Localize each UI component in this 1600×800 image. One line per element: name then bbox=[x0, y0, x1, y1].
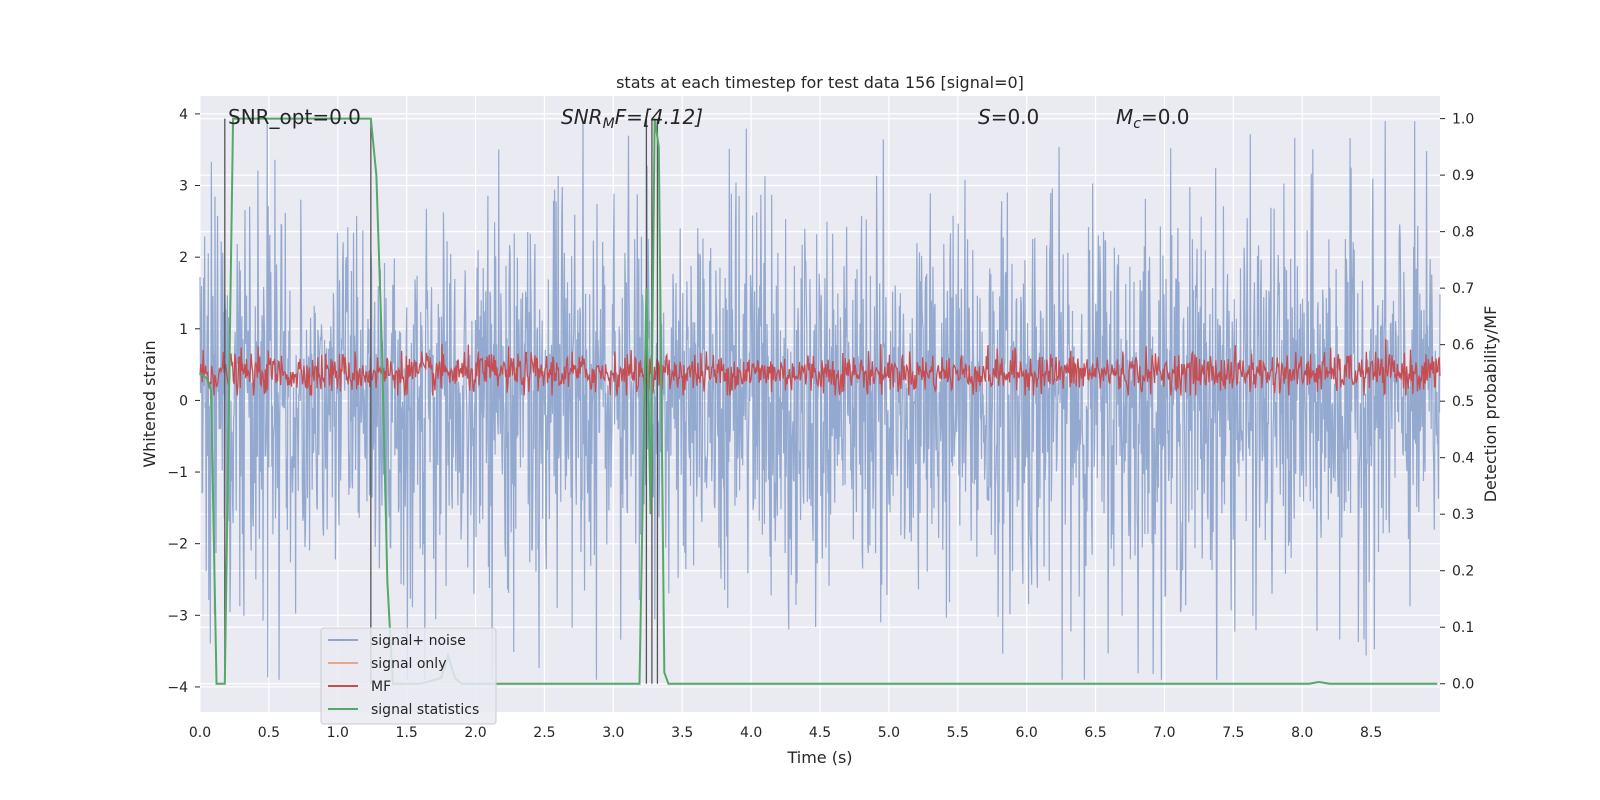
y-axis-right-label: Detection probability/MF bbox=[1481, 306, 1500, 503]
x-tick-label: 3.0 bbox=[602, 725, 624, 741]
annotation-s: S=0.0 bbox=[978, 105, 1039, 129]
x-axis-ticks: 0.0 0.5 1.0 1.5 2.0 2.5 3.0 3.5 4.0 4.5 5.0 5.5 6.0 6… bbox=[189, 725, 1382, 741]
y-tick-left-label: 0 bbox=[179, 393, 188, 409]
signal-noise-series bbox=[199, 121, 1441, 680]
y-tick-right-label: 0.6 bbox=[1452, 338, 1474, 354]
mf-series bbox=[199, 338, 1441, 397]
x-tick-label: 3.5 bbox=[671, 725, 693, 741]
y-tick-right-label: 1.0 bbox=[1452, 112, 1474, 128]
annotation-s-suffix: =0.0 bbox=[991, 105, 1040, 129]
y-tick-left-label: 1 bbox=[179, 322, 188, 338]
x-tick-label: 1.5 bbox=[396, 725, 418, 741]
x-axis-label: Time (s) bbox=[786, 748, 852, 767]
x-tick-label: 1.0 bbox=[327, 725, 349, 741]
y-tick-right-label: 0.9 bbox=[1452, 168, 1474, 184]
legend: signal+ noise signal only MF signal stat… bbox=[320, 627, 497, 725]
y-tick-right-label: 0.2 bbox=[1452, 564, 1474, 580]
y-tick-right-label: 0.3 bbox=[1452, 507, 1474, 523]
y-tick-left-label: −4 bbox=[167, 680, 188, 696]
annotation-mc-suffix: =0.0 bbox=[1141, 105, 1190, 129]
legend-label-signal-statistics: signal statistics bbox=[371, 702, 479, 718]
x-tick-label: 4.0 bbox=[740, 725, 762, 741]
y-tick-right-label: 0.1 bbox=[1452, 620, 1474, 636]
legend-label-mf: MF bbox=[371, 679, 391, 695]
y-tick-left-label: 2 bbox=[179, 250, 188, 266]
y-tick-left-label: −3 bbox=[167, 608, 188, 624]
x-tick-label: 7.5 bbox=[1222, 725, 1244, 741]
annotation-snr-mf-prefix: SNR bbox=[561, 105, 603, 129]
legend-label-signal-noise: signal+ noise bbox=[371, 633, 466, 649]
annotation-snr-mf: SNRMF=[4.12] bbox=[561, 105, 703, 132]
y-axis-left-label: Whitened strain bbox=[140, 340, 159, 467]
x-tick-label: 0.0 bbox=[189, 725, 211, 741]
x-tick-label: 0.5 bbox=[258, 725, 280, 741]
y-tick-left-label: 4 bbox=[179, 107, 188, 123]
x-tick-label: 6.0 bbox=[1016, 725, 1038, 741]
annotation-snr-mf-sub: M bbox=[603, 116, 615, 132]
annotation-mc-sub: c bbox=[1133, 116, 1141, 132]
mf-line bbox=[199, 338, 1441, 397]
x-tick-label: 5.0 bbox=[878, 725, 900, 741]
x-tick-label: 7.0 bbox=[1153, 725, 1175, 741]
x-tick-label: 5.5 bbox=[947, 725, 969, 741]
y-tick-right-label: 0.5 bbox=[1452, 394, 1474, 410]
y-tick-right-label: 0.0 bbox=[1452, 677, 1474, 693]
y-tick-left-label: 3 bbox=[179, 179, 188, 195]
x-tick-label: 8.0 bbox=[1291, 725, 1313, 741]
chart-title: stats at each timestep for test data 156… bbox=[616, 73, 1024, 92]
y-axis-left-ticks: 4 3 2 1 0 −1 −2 −3 −4 bbox=[167, 107, 200, 696]
legend-label-signal-only: signal only bbox=[371, 656, 446, 672]
annotation-snr-mf-suffix: F=[4.12] bbox=[615, 105, 703, 129]
y-tick-right-label: 0.4 bbox=[1452, 451, 1474, 467]
legend-box bbox=[320, 627, 497, 725]
annotation-s-prefix: S bbox=[978, 105, 991, 129]
y-tick-right-label: 0.7 bbox=[1452, 281, 1474, 297]
y-tick-left-label: −2 bbox=[167, 537, 188, 553]
y-tick-left-label: −1 bbox=[167, 465, 188, 481]
x-tick-label: 6.5 bbox=[1084, 725, 1106, 741]
annotation-snr-opt: SNR_opt=0.0 bbox=[228, 105, 361, 129]
y-axis-right-ticks: 1.0 0.9 0.8 0.7 0.6 0.5 0.4 0.3 0.2 0.1 0.0 bbox=[1440, 112, 1474, 693]
x-tick-label: 2.5 bbox=[533, 725, 555, 741]
y-tick-right-label: 0.8 bbox=[1452, 225, 1474, 241]
signal-noise-line bbox=[199, 121, 1441, 680]
x-tick-label: 8.5 bbox=[1360, 725, 1382, 741]
annotation-mc: Mc=0.0 bbox=[1116, 105, 1190, 132]
annotation-mc-prefix: M bbox=[1116, 105, 1133, 129]
x-tick-label: 4.5 bbox=[809, 725, 831, 741]
x-tick-label: 2.0 bbox=[464, 725, 486, 741]
